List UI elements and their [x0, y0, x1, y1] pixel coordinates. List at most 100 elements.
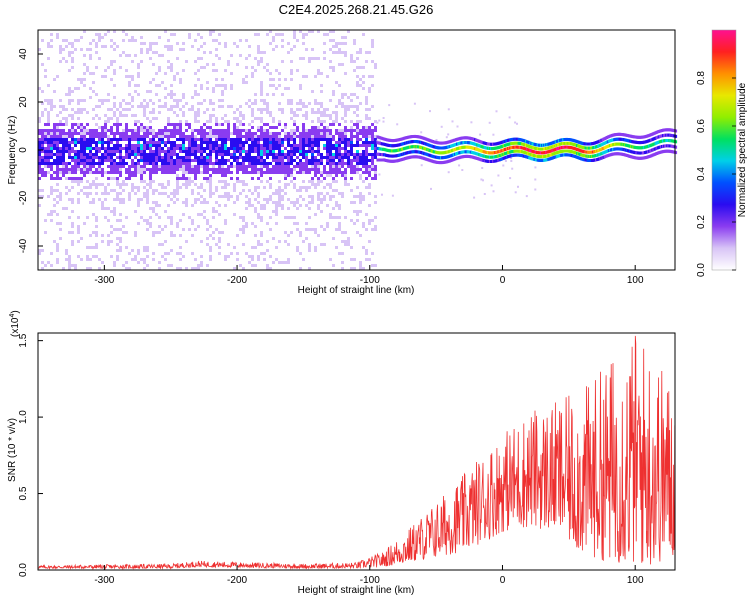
spectrogram-cell: [101, 162, 104, 165]
spectrogram-cell: [56, 75, 59, 78]
spectrogram-cell: [311, 195, 314, 198]
spectrogram-cell: [242, 216, 245, 219]
spectrogram-cell: [50, 219, 53, 222]
spectrogram-cell: [257, 156, 260, 159]
spectrogram-cell: [149, 186, 152, 189]
spectrogram-cell: [56, 147, 59, 150]
spectrogram-cell: [44, 138, 47, 141]
spectrogram-cell: [293, 159, 296, 162]
spectrogram-cell: [221, 129, 224, 132]
spectrogram-cell: [107, 30, 110, 33]
spectrogram-cell: [101, 159, 104, 162]
spectrogram-cell: [59, 105, 62, 108]
spectrogram-cell: [200, 135, 203, 138]
snr-x-tick-label: 0: [500, 575, 506, 586]
spectrogram-cell: [371, 45, 374, 48]
spectrogram-cell: [98, 198, 101, 201]
spectrogram-cell: [83, 171, 86, 174]
spectrogram-cell: [230, 162, 233, 165]
spectrogram-cell: [146, 117, 149, 120]
spectrogram-cell: [284, 135, 287, 138]
spectrogram-cell: [116, 249, 119, 252]
spectrogram-cell: [245, 195, 248, 198]
spectrogram-cell: [56, 168, 59, 171]
spectrogram-cell: [332, 45, 335, 48]
spectrogram-cell: [323, 111, 326, 114]
spectrogram-cell: [362, 153, 365, 156]
spectrogram-cell: [125, 114, 128, 117]
spectrogram-cell: [311, 198, 314, 201]
spectrogram-cell: [338, 192, 341, 195]
spectrogram-cell: [182, 156, 185, 159]
spectrogram-cell: [344, 147, 347, 150]
spectrogram-cell: [98, 168, 101, 171]
spectrogram-cell: [320, 111, 323, 114]
spectrogram-cell: [167, 117, 170, 120]
spectrogram-cell: [359, 198, 362, 201]
spectrogram-cell: [173, 150, 176, 153]
spectrogram-cell: [272, 192, 275, 195]
spectrogram-cell: [194, 201, 197, 204]
spectrogram-cell: [290, 132, 293, 135]
spectrogram-cell: [236, 144, 239, 147]
spectrogram-cell: [332, 153, 335, 156]
spectrogram-cell: [203, 138, 206, 141]
spectrogram-cell: [80, 162, 83, 165]
spectrogram-cell: [140, 51, 143, 54]
spectrogram-cell: [317, 135, 320, 138]
spectrogram-cell: [56, 153, 59, 156]
spectrogram-cell: [275, 171, 278, 174]
spectrogram-cell: [158, 147, 161, 150]
spectrogram-cell: [290, 48, 293, 51]
spectrogram-cell: [170, 165, 173, 168]
spectrogram-cell: [221, 123, 224, 126]
spectrogram-cell: [311, 30, 314, 33]
spectrogram-cell: [242, 183, 245, 186]
spectrogram-cell: [137, 171, 140, 174]
spectrogram-cell: [263, 102, 266, 105]
spectrogram-cell: [344, 171, 347, 174]
spectrogram-cell: [59, 111, 62, 114]
spectrogram-cell: [134, 231, 137, 234]
spectrogram-cell: [170, 135, 173, 138]
spectrogram-cell: [152, 162, 155, 165]
spectrogram-cell: [131, 150, 134, 153]
spectrogram-cell: [89, 96, 92, 99]
spectrogram-cell: [119, 66, 122, 69]
spectrogram-cell: [182, 183, 185, 186]
spectrogram-cell: [62, 48, 65, 51]
spectrogram-cell: [203, 162, 206, 165]
spectrogram-cell: [176, 72, 179, 75]
spectrogram-cell: [326, 222, 329, 225]
spectrogram-cell: [344, 174, 347, 177]
spectrogram-cell: [350, 141, 353, 144]
spectrogram-cell: [197, 171, 200, 174]
spectrogram-cell: [278, 204, 281, 207]
spectrogram-cell: [173, 234, 176, 237]
spectrogram-cell: [152, 159, 155, 162]
spectrogram-cell: [275, 87, 278, 90]
spectrogram-cell: [284, 192, 287, 195]
spectrogram-cell: [104, 171, 107, 174]
spectrogram-cell: [314, 132, 317, 135]
spectrogram-cell: [125, 177, 128, 180]
spectrogram-cell: [146, 144, 149, 147]
spectrogram-cell: [65, 141, 68, 144]
spectrogram-cell: [65, 150, 68, 153]
spectrogram-cell: [125, 267, 128, 270]
spectrogram-cell: [134, 234, 137, 237]
spectrogram-cell: [53, 210, 56, 213]
spectrogram-cell: [122, 147, 125, 150]
spectrogram-cell: [326, 114, 329, 117]
spectrogram-cell: [299, 231, 302, 234]
spectrogram-cell: [338, 207, 341, 210]
spectrogram-cell: [242, 171, 245, 174]
spectrogram-cell: [122, 183, 125, 186]
spectrogram-cell: [317, 180, 320, 183]
spectrogram-cell: [251, 138, 254, 141]
spectrogram-cell: [137, 144, 140, 147]
spectrogram-cell: [320, 135, 323, 138]
spectrogram-cell: [137, 75, 140, 78]
spectrogram-cell: [149, 168, 152, 171]
spectrogram-cell: [305, 111, 308, 114]
